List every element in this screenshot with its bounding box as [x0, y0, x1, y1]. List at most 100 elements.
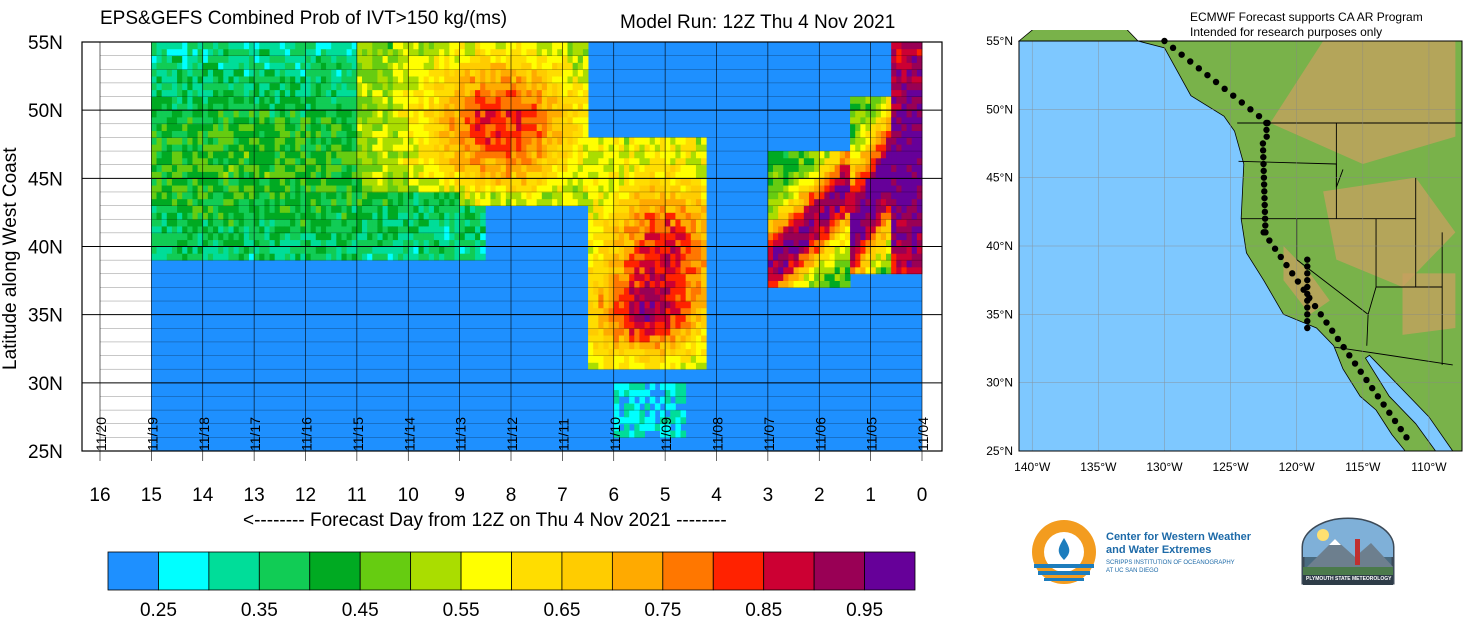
heatmap-cell — [171, 69, 178, 77]
heatmap-cell — [670, 185, 676, 193]
heatmap-cell — [161, 96, 168, 104]
heatmap-cell — [875, 191, 882, 200]
heatmap-cell — [788, 280, 794, 288]
heatmap-cell — [290, 82, 296, 91]
heatmap-cell — [341, 130, 347, 138]
heatmap-cell — [403, 116, 409, 125]
heatmap-cell — [202, 239, 209, 247]
heatmap-cell — [675, 335, 681, 343]
heatmap-cell — [880, 185, 887, 193]
heatmap-cell — [259, 137, 265, 145]
heatmap-cell — [819, 253, 825, 261]
heatmap-cell — [819, 164, 825, 172]
heatmap-cell — [233, 185, 240, 193]
heatmap-cell — [860, 144, 866, 152]
heatmap-cell — [577, 157, 584, 166]
heatmap-cell — [254, 232, 260, 241]
heatmap-cell — [891, 137, 897, 145]
heatmap-cell — [310, 69, 317, 77]
heatmap-cell — [403, 96, 409, 104]
heatmap-cell — [639, 232, 645, 241]
heatmap-cell — [392, 253, 399, 261]
heatmap-cell — [891, 171, 897, 179]
heatmap-cell — [891, 232, 897, 241]
heatmap-cell — [269, 232, 276, 241]
heatmap-cell — [233, 137, 240, 145]
heatmap-cell — [690, 266, 697, 275]
heatmap-cell — [783, 253, 789, 261]
heatmap-cell — [171, 110, 178, 118]
heatmap-cell — [490, 42, 496, 50]
heatmap-cell — [418, 76, 425, 84]
heatmap-cell — [906, 266, 913, 275]
heatmap-cell — [274, 246, 281, 254]
heatmap-cell — [171, 212, 178, 220]
heatmap-cell — [613, 239, 620, 247]
heatmap-cell — [665, 335, 671, 343]
heatmap-cell — [418, 164, 425, 172]
heatmap-cell — [803, 171, 810, 179]
heatmap-cell — [788, 171, 794, 179]
heatmap-cell — [598, 355, 604, 363]
heatmap-cell — [701, 157, 707, 166]
heatmap-cell — [911, 246, 918, 254]
heatmap-cell — [243, 82, 250, 91]
heatmap-cell — [598, 232, 604, 241]
heatmap-cell — [238, 178, 245, 186]
heatmap-cell — [814, 164, 820, 172]
heatmap-cell — [870, 130, 877, 138]
heatmap-cell — [413, 76, 419, 84]
heatmap-cell — [356, 62, 363, 70]
heatmap-cell — [238, 62, 245, 70]
heatmap-cell — [449, 164, 455, 172]
heatmap-cell — [274, 198, 281, 206]
heatmap-cell — [593, 212, 599, 220]
heatmap-cell — [613, 396, 620, 404]
heatmap-cell — [351, 55, 358, 63]
heatmap-cell — [187, 123, 193, 132]
heatmap-cell — [254, 130, 260, 138]
heatmap-cell — [213, 157, 219, 166]
heatmap-cell — [300, 116, 306, 125]
heatmap-cell — [865, 178, 872, 186]
heatmap-cell — [783, 219, 789, 227]
heatmap-cell — [629, 198, 635, 206]
heatmap-cell — [629, 164, 635, 172]
heatmap-cell — [336, 103, 342, 111]
heatmap-cell — [408, 55, 414, 63]
heatmap-cell — [336, 205, 342, 213]
heatmap-cell — [254, 103, 260, 111]
heatmap-cell — [213, 103, 219, 111]
heatmap-cell — [855, 198, 861, 206]
heatmap-cell — [814, 171, 820, 179]
heatmap-cell — [865, 266, 872, 275]
heatmap-cell — [505, 164, 512, 172]
heatmap-cell — [151, 144, 157, 152]
heatmap-cell — [387, 226, 394, 234]
heatmap-cell — [855, 116, 861, 125]
heatmap-cell — [151, 205, 157, 213]
heatmap-cell — [675, 273, 681, 281]
heatmap-cell — [480, 198, 486, 206]
coast-dot — [1403, 434, 1410, 441]
heatmap-cell — [238, 232, 245, 241]
heatmap-cell — [284, 42, 291, 50]
heatmap-cell — [320, 205, 327, 213]
heatmap-cell — [310, 191, 317, 200]
heatmap-cell — [274, 151, 281, 159]
heatmap-cell — [454, 226, 461, 234]
heatmap-cell — [274, 76, 281, 84]
colorbar-swatch — [813, 551, 865, 591]
heatmap-cell — [295, 205, 301, 213]
heatmap-cell — [855, 151, 861, 159]
heatmap-cell — [665, 362, 671, 370]
heatmap-cell — [284, 219, 291, 227]
heatmap-cell — [654, 246, 661, 254]
heatmap-cell — [829, 219, 836, 227]
heatmap-cell — [839, 273, 846, 281]
heatmap-cell — [803, 185, 810, 193]
heatmap-cell — [680, 178, 687, 186]
heatmap-cell — [377, 191, 383, 200]
heatmap-cell — [629, 307, 635, 316]
heatmap-cell — [603, 341, 610, 350]
